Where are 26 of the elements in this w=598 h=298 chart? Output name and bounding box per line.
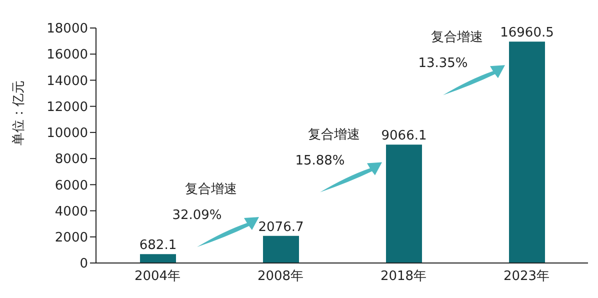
- data-label: 16960.5: [500, 26, 554, 41]
- y-tick-label: 4000: [54, 204, 88, 220]
- bar: [140, 254, 176, 263]
- y-tick-label: 18000: [46, 22, 88, 37]
- y-tick-label: 16000: [46, 48, 88, 63]
- annotation: 复合增速 15.88%: [295, 127, 360, 168]
- y-tick-label: 12000: [46, 100, 88, 115]
- data-label: 682.1: [139, 238, 177, 254]
- bar: [509, 42, 545, 263]
- y-tick-label: 0: [80, 256, 88, 272]
- x-tick-label: 2004年: [134, 269, 181, 284]
- y-tick-label: 6000: [54, 178, 88, 194]
- x-tick-label: 2018年: [380, 269, 427, 284]
- x-tick-label: 2023年: [503, 269, 550, 284]
- annotation: 复合增速 32.09%: [172, 182, 237, 223]
- y-tick-label: 2000: [54, 230, 88, 246]
- data-label: 9066.1: [381, 128, 427, 144]
- bar: [386, 144, 422, 263]
- y-axis-title: 单位：亿元: [12, 80, 27, 146]
- bar: [263, 236, 299, 263]
- x-tick-label: 2008年: [257, 269, 304, 284]
- annotation: 复合增速 13.35%: [418, 30, 483, 72]
- y-tick-label: 14000: [46, 74, 88, 89]
- y-tick-label: 10000: [46, 126, 88, 142]
- y-tick-label: 8000: [54, 152, 88, 168]
- data-label: 2076.7: [258, 220, 304, 235]
